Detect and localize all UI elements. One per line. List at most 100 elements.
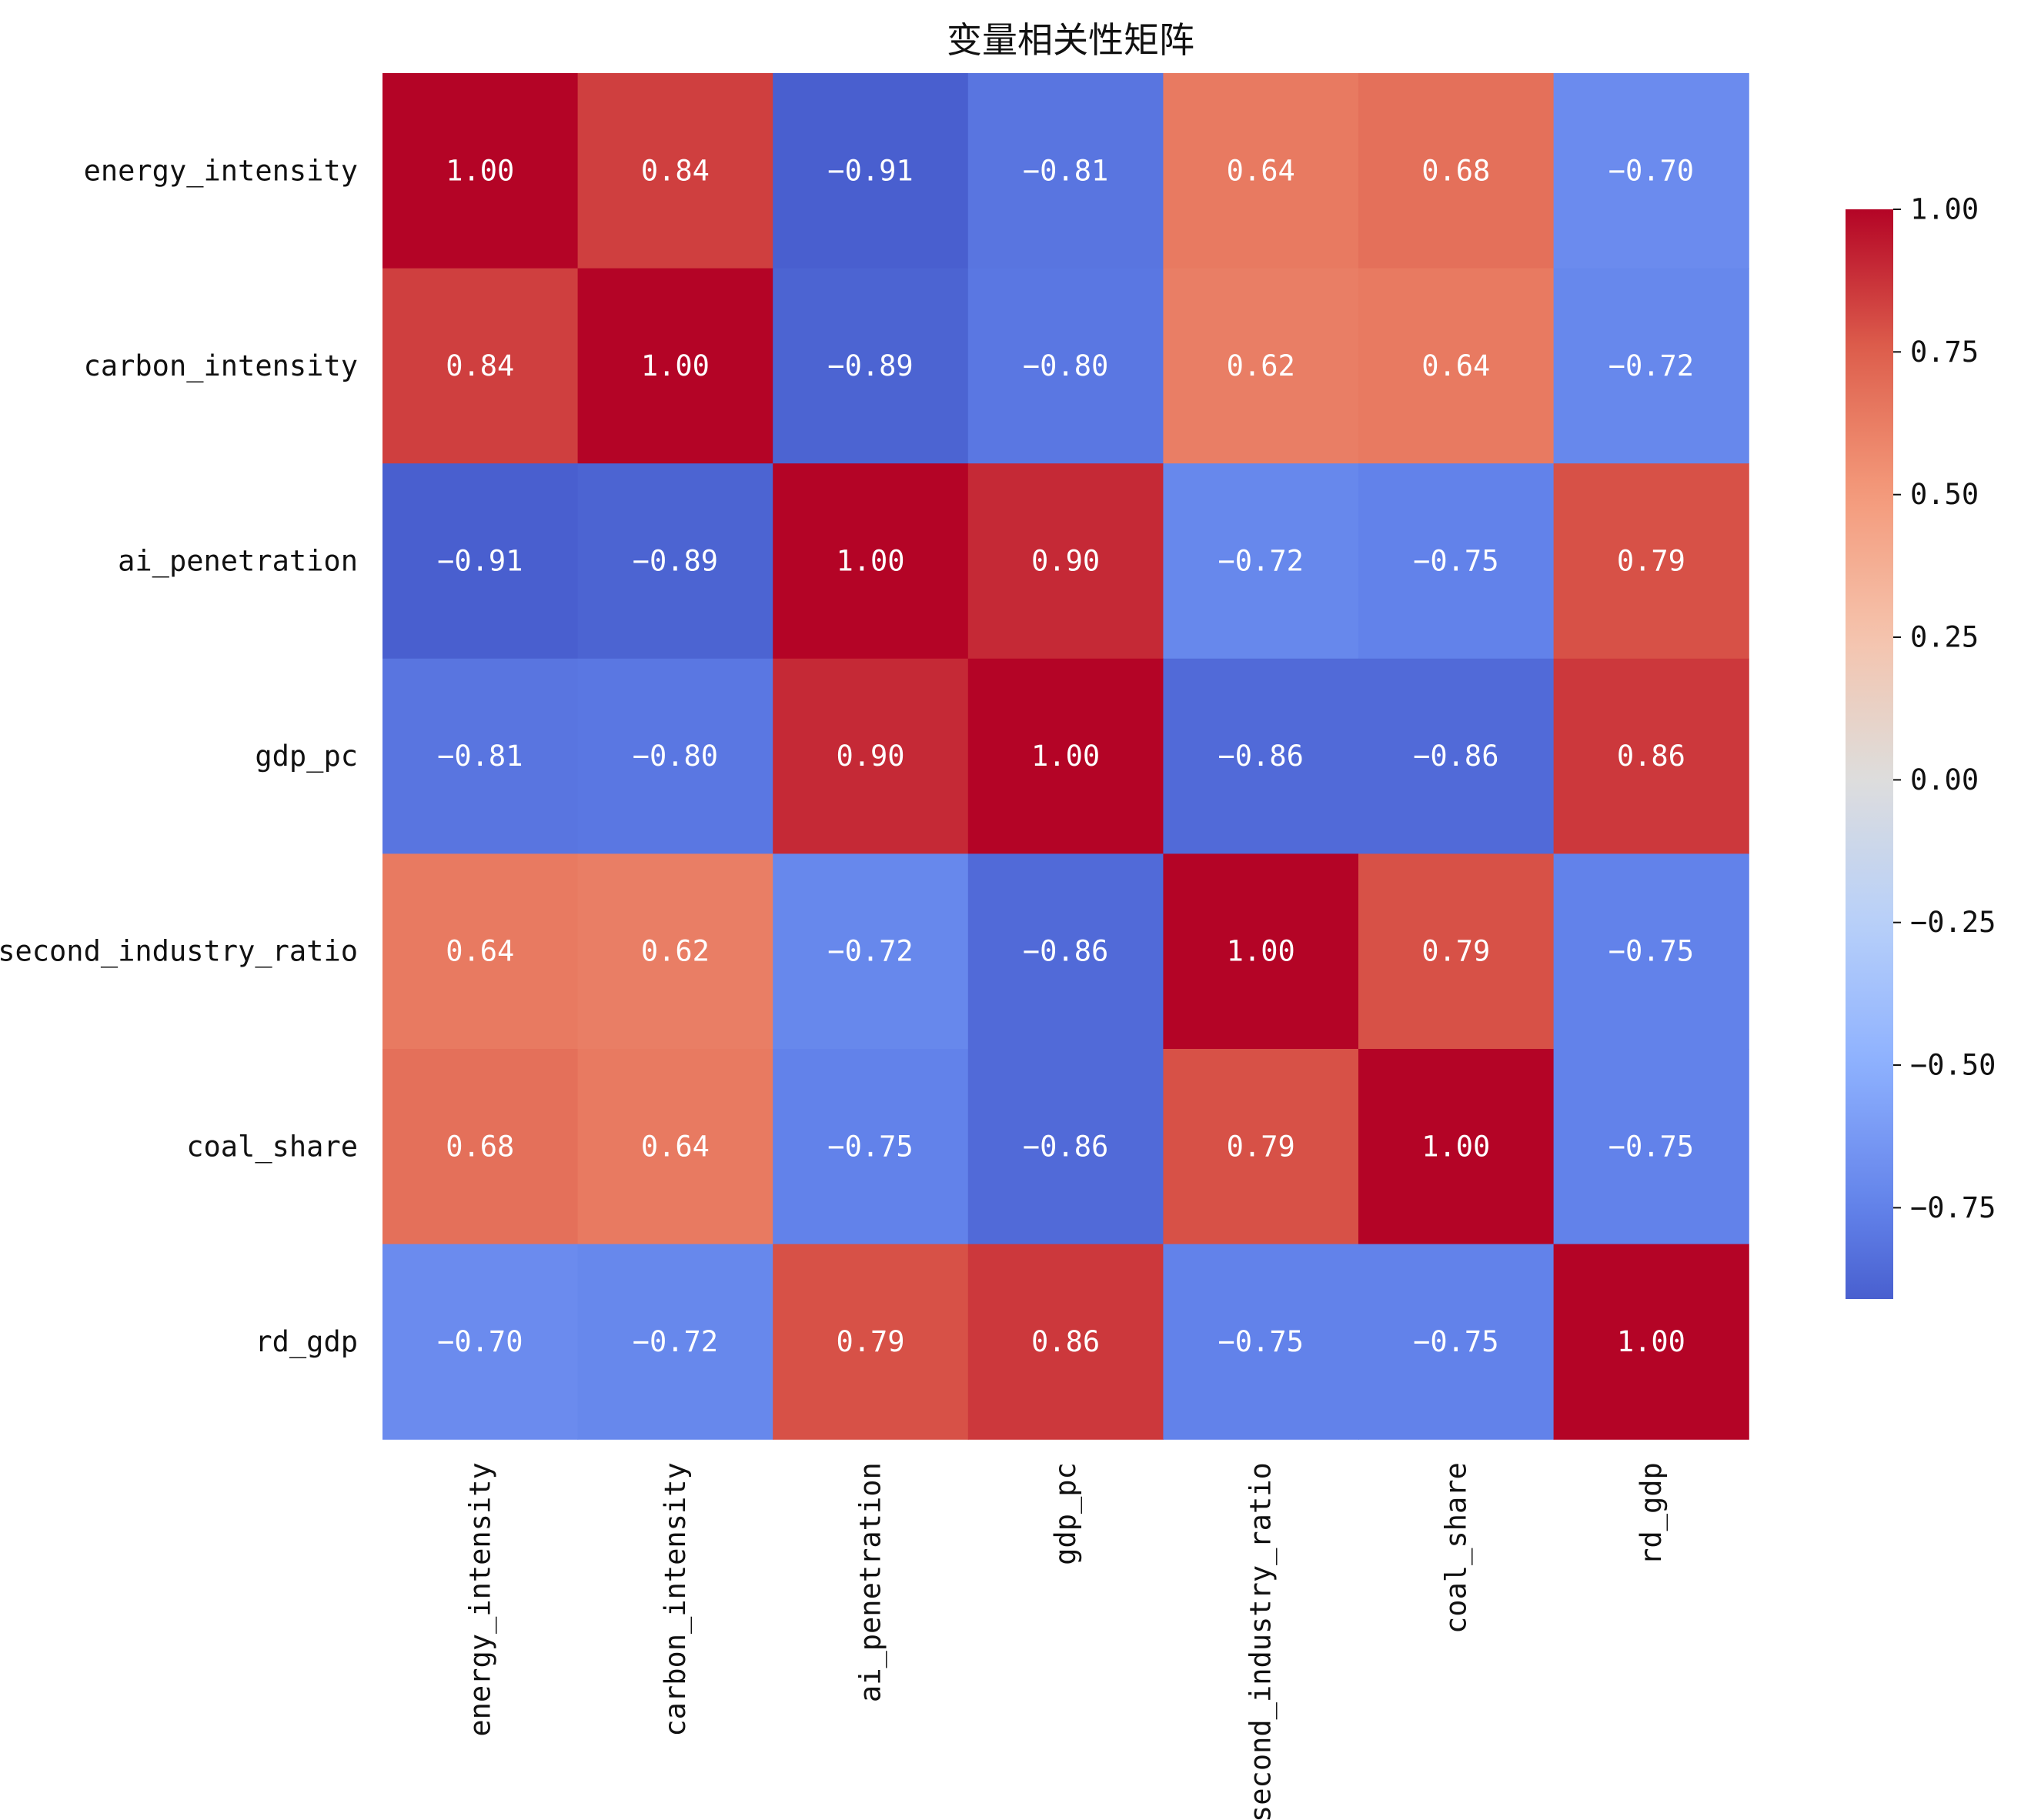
x-tick-label: ai_penetration (854, 1462, 888, 1702)
cell-value-label: 0.79 (1421, 935, 1490, 968)
cell-value-label: 0.64 (1421, 349, 1490, 382)
cell-value-label: −0.80 (633, 740, 718, 773)
y-tick-label: energy_intensity (84, 154, 358, 188)
cell-value-label: 0.62 (1227, 349, 1295, 382)
x-tick-label: second_industry_ratio (1244, 1462, 1278, 1820)
cell-value-label: 0.64 (1227, 154, 1295, 187)
heatmap-cell (382, 658, 579, 854)
y-tick-label: rd_gdp (255, 1325, 358, 1359)
heatmap-cell (967, 1049, 1164, 1245)
cell-value-label: −0.75 (1608, 935, 1694, 968)
y-tick-label: ai_penetration (118, 545, 358, 579)
cell-value-label: 1.00 (1617, 1325, 1685, 1358)
x-tick-label: gdp_pc (1049, 1462, 1083, 1565)
heatmap-cell (577, 853, 773, 1050)
heatmap-cell (1358, 658, 1555, 854)
heatmap-cell (1358, 1244, 1555, 1440)
colorbar-gradient (1846, 209, 1893, 1299)
heatmap-cell (1553, 268, 1749, 464)
heatmap-cell (382, 1049, 579, 1245)
chart-title: 变量相关性矩阵 (947, 19, 1194, 61)
x-tick-label: coal_share (1439, 1462, 1473, 1634)
heatmap-cell (577, 1049, 773, 1245)
heatmap-cell (382, 853, 579, 1050)
cell-value-label: −0.72 (633, 1325, 718, 1358)
heatmap-cell (967, 853, 1164, 1050)
cell-value-label: −0.86 (1023, 1130, 1108, 1163)
cell-value-label: −0.72 (1608, 349, 1694, 382)
heatmap-cell (967, 73, 1164, 269)
heatmap-cell (1358, 853, 1555, 1050)
cell-value-label: 1.00 (1227, 935, 1295, 968)
cell-value-label: 1.00 (836, 545, 904, 578)
heatmap-cell (382, 463, 579, 660)
cell-value-label: −0.75 (1608, 1130, 1694, 1163)
heatmap-cell (1163, 268, 1359, 464)
cell-value-label: −0.86 (1023, 935, 1108, 968)
cell-value-label: 0.86 (1031, 1325, 1100, 1358)
heatmap-cell (577, 268, 773, 464)
heatmap-cell (382, 268, 579, 464)
heatmap-cell (382, 73, 579, 269)
cell-value-label: −0.86 (1413, 740, 1498, 773)
heatmap-cell (1163, 658, 1359, 854)
x-tick-label: rd_gdp (1635, 1462, 1669, 1565)
colorbar-tick-label: 1.00 (1910, 193, 1979, 226)
x-tick-label: carbon_intensity (659, 1462, 693, 1736)
heatmap-cell (1163, 1049, 1359, 1245)
cell-value-label: −0.81 (1023, 154, 1108, 187)
heatmap-cell (1358, 73, 1555, 269)
cell-value-label: −0.75 (1413, 1325, 1498, 1358)
cell-value-label: −0.75 (1413, 545, 1498, 578)
colorbar-tick-label: −0.75 (1910, 1191, 1996, 1224)
cell-value-label: 0.84 (641, 154, 710, 187)
cell-value-label: 0.64 (446, 935, 514, 968)
heatmap-cell (1553, 658, 1749, 854)
cell-value-label: 0.79 (836, 1325, 904, 1358)
x-tick-label: energy_intensity (463, 1462, 497, 1736)
y-tick-label: carbon_intensity (84, 349, 358, 383)
colorbar-tick-label: 0.50 (1910, 478, 1979, 511)
heatmap-cell (1163, 1244, 1359, 1440)
heatmap-cell (773, 1049, 969, 1245)
heatmap-cell (773, 853, 969, 1050)
heatmap-cell (1553, 1244, 1749, 1440)
cell-value-label: 1.00 (446, 154, 514, 187)
colorbar-tick-label: −0.50 (1910, 1049, 1996, 1082)
heatmap-cell (382, 1244, 579, 1440)
heatmap-cell (1553, 463, 1749, 660)
x-axis-tick-labels: energy_intensity carbon_intensity ai_penet… (463, 1462, 1669, 1820)
cell-value-label: −0.91 (437, 545, 523, 578)
colorbar-tick-label: 0.00 (1910, 763, 1979, 796)
y-tick-label: gdp_pc (255, 740, 358, 773)
heatmap-cell (577, 658, 773, 854)
cell-value-label: 0.62 (641, 935, 710, 968)
cell-value-label: 0.84 (446, 349, 514, 382)
heatmap-cell (967, 268, 1164, 464)
cell-value-label: 0.86 (1617, 740, 1685, 773)
heatmap-cell (577, 73, 773, 269)
cell-value-label: −0.75 (1218, 1325, 1304, 1358)
y-axis-tick-labels: energy_intensity carbon_intensity ai_penet… (0, 154, 358, 1359)
heatmap-cell (1553, 73, 1749, 269)
cell-value-label: 0.90 (1031, 545, 1100, 578)
heatmap-cell (967, 463, 1164, 660)
colorbar-tick-label: 0.25 (1910, 621, 1979, 654)
heatmap-cell (577, 1244, 773, 1440)
heatmap-cells (382, 73, 1749, 1440)
cell-value-label: 1.00 (1031, 740, 1100, 773)
y-tick-label: second_industry_ratio (0, 935, 358, 969)
cell-value-label: 0.79 (1617, 545, 1685, 578)
colorbar-tick-label: 0.75 (1910, 336, 1979, 369)
heatmap-cell (1163, 853, 1359, 1050)
heatmap-cell (577, 463, 773, 660)
cell-value-label: −0.75 (827, 1130, 913, 1163)
heatmap-cell (1358, 268, 1555, 464)
cell-value-label: −0.72 (827, 935, 913, 968)
heatmap-cell (1163, 73, 1359, 269)
cell-value-label: 0.68 (446, 1130, 514, 1163)
cell-value-label: −0.89 (827, 349, 913, 382)
heatmap-cell (1358, 463, 1555, 660)
heatmap-cell (773, 73, 969, 269)
heatmap-cell-labels: 1.00 0.84 −0.91 −0.81 0.64 0.68 −0.70 0.84 1.00 −… (437, 154, 1694, 1358)
